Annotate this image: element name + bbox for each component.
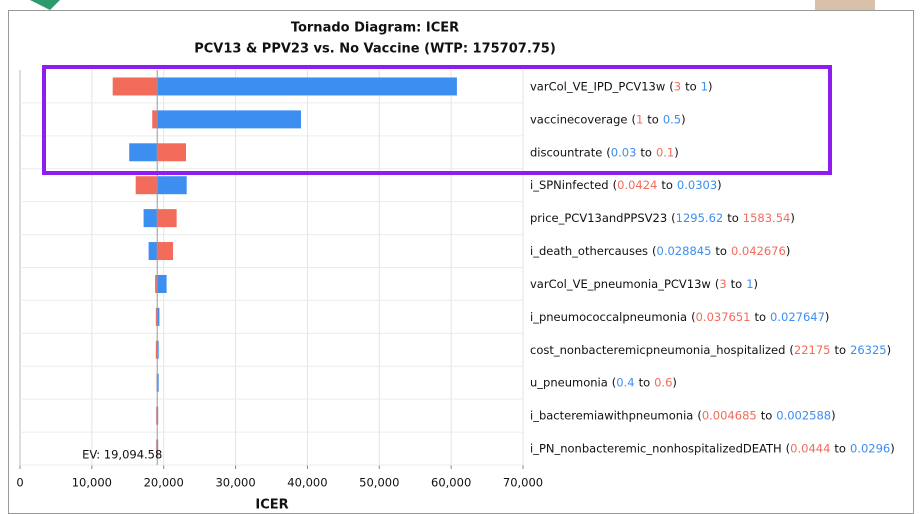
range-to: 0.5 <box>663 112 681 126</box>
bar-segment <box>152 110 157 128</box>
x-tick-label: 50,000 <box>359 476 399 490</box>
x-tick-label: 30,000 <box>215 476 255 490</box>
x-tick-label: 20,000 <box>144 476 184 490</box>
range-to: 26325 <box>850 342 887 356</box>
range-to: 1 <box>746 276 753 290</box>
bar-segment <box>157 275 166 293</box>
range-close: ) <box>831 408 836 422</box>
bar-segment <box>129 143 157 161</box>
range-from: 0.0444 <box>790 441 830 455</box>
row-label: cost_nonbacteremicpneumonia_hospitalized… <box>530 342 891 356</box>
variable-name: i_SPNinfected <box>530 178 609 192</box>
bar-segment <box>157 209 176 227</box>
range-join: to <box>639 375 651 389</box>
bar-segment <box>157 242 173 260</box>
range-from: 1295.62 <box>676 211 724 225</box>
range-to: 0.042676 <box>731 244 786 258</box>
range-join: to <box>834 342 846 356</box>
range-join: to <box>834 441 846 455</box>
range-close: ) <box>672 375 677 389</box>
variable-name: price_PCV13andPPSV23 <box>530 211 667 225</box>
x-axis-label: ICER <box>255 498 288 513</box>
row-label: i_pneumococcalpneumonia(0.037651to0.0276… <box>530 309 829 323</box>
row-label: u_pneumonia(0.4to0.6) <box>530 375 677 389</box>
range-join: to <box>731 276 743 290</box>
range-from: 0.037651 <box>696 309 751 323</box>
bar-segment <box>157 77 457 95</box>
variable-name: i_death_othercauses <box>530 244 648 258</box>
range-from: 22175 <box>794 342 831 356</box>
range-to: 0.0296 <box>850 441 890 455</box>
bar-segment <box>113 77 158 95</box>
row-label: vaccinecoverage(1to0.5) <box>530 112 686 126</box>
range-close: ) <box>708 79 713 93</box>
bar-segment <box>157 110 301 128</box>
range-to: 0.1 <box>656 145 674 159</box>
range-close: ) <box>754 276 759 290</box>
variable-name: i_PN_nonbacteremic_nonhospitalizedDEATH <box>530 441 782 455</box>
bar-segment <box>136 176 158 194</box>
range-join: to <box>727 211 739 225</box>
range-from: 0.028845 <box>657 244 712 258</box>
range-from: 3 <box>719 276 726 290</box>
range-close: ) <box>717 178 722 192</box>
range-to: 0.027647 <box>770 309 825 323</box>
range-from: 0.4 <box>616 375 634 389</box>
variable-name: discountrate <box>530 145 602 159</box>
x-tick-label: 60,000 <box>431 476 471 490</box>
range-to: 0.0303 <box>677 178 717 192</box>
range-close: ) <box>674 145 679 159</box>
bar-segment <box>149 242 158 260</box>
page: {"chart_data": { "type": "tornado", "tit… <box>0 0 923 514</box>
range-from: 0.0424 <box>617 178 657 192</box>
range-close: ) <box>681 112 686 126</box>
range-to: 0.6 <box>654 375 672 389</box>
row-label: varCol_VE_pneumonia_PCV13w(3to1) <box>530 276 758 290</box>
x-tick-label: 70,000 <box>503 476 543 490</box>
chart-subtitle: PCV13 & PPV23 vs. No Vaccine (WTP: 17570… <box>194 42 556 57</box>
range-from: 0.004685 <box>702 408 757 422</box>
variable-name: i_bacteremiawithpneumonia <box>530 408 693 422</box>
variable-name: i_pneumococcalpneumonia <box>530 309 687 323</box>
range-from: 3 <box>674 79 681 93</box>
variable-name: varCol_VE_pneumonia_PCV13w <box>530 276 711 290</box>
ev-label: EV: 19,094.58 <box>82 448 162 462</box>
bar-segment <box>157 143 186 161</box>
range-join: to <box>685 79 697 93</box>
range-to: 0.002588 <box>776 408 831 422</box>
x-tick-label: 40,000 <box>287 476 327 490</box>
variable-name: u_pneumonia <box>530 375 608 389</box>
range-from: 0.03 <box>611 145 637 159</box>
range-join: to <box>715 244 727 258</box>
range-join: to <box>754 309 766 323</box>
range-from: 1 <box>636 112 643 126</box>
chart: Tornado Diagram: ICER PCV13 & PPV23 vs. … <box>0 0 923 514</box>
range-close: ) <box>786 244 791 258</box>
range-close: ) <box>825 309 830 323</box>
variable-name: varCol_VE_IPD_PCV13w <box>530 79 665 93</box>
range-to: 1 <box>701 79 708 93</box>
x-tick-label: 0 <box>16 476 23 490</box>
range-join: to <box>661 178 673 192</box>
range-to: 1583.54 <box>743 211 791 225</box>
bar-segment <box>144 209 158 227</box>
range-close: ) <box>887 342 892 356</box>
row-label: i_PN_nonbacteremic_nonhospitalizedDEATH(… <box>530 441 895 455</box>
variable-name: vaccinecoverage <box>530 112 627 126</box>
bar-segment <box>157 176 187 194</box>
range-join: to <box>647 112 659 126</box>
range-close: ) <box>890 441 895 455</box>
range-close: ) <box>790 211 795 225</box>
range-join: to <box>640 145 652 159</box>
variable-name: cost_nonbacteremicpneumonia_hospitalized <box>530 342 785 356</box>
x-tick-label: 10,000 <box>72 476 112 490</box>
range-join: to <box>761 408 773 422</box>
chart-title: Tornado Diagram: ICER <box>291 21 459 36</box>
